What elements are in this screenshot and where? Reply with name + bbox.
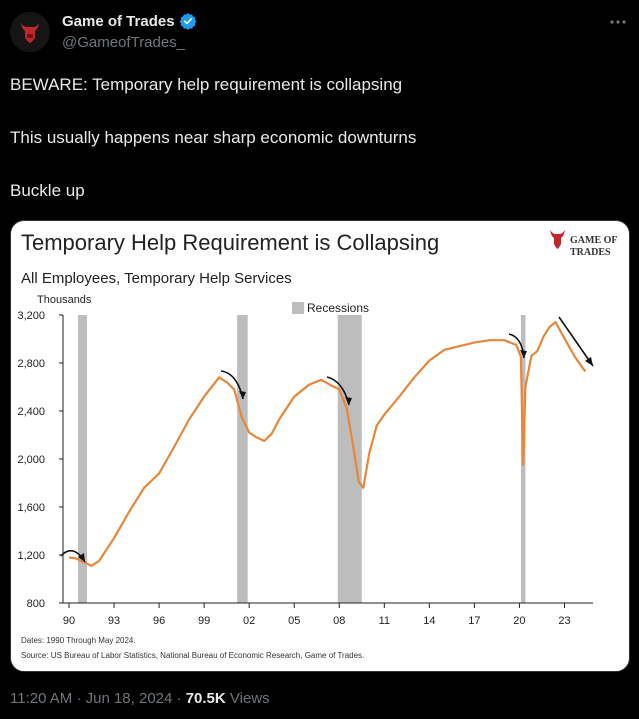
chart-subtitle: All Employees, Temporary Help Services: [21, 270, 292, 287]
ellipsis-icon: [610, 20, 626, 24]
footnote-dates: Dates: 1990 Through May 2024.: [21, 636, 136, 645]
tweet-date[interactable]: Jun 18, 2024: [85, 690, 173, 707]
x-tick-label: 23: [558, 615, 570, 627]
x-tick-label: 08: [333, 615, 345, 627]
arrowhead: [239, 391, 246, 399]
legend: Recessions: [292, 301, 369, 315]
y-tick-label: 1,200: [17, 550, 45, 562]
views-label: Views: [229, 690, 270, 707]
x-tick-label: 20: [513, 615, 525, 627]
series-line: [68, 321, 587, 567]
x-tick-label: 96: [153, 615, 165, 627]
y-tick-label: 2,400: [17, 406, 45, 418]
annotation-arrow: [558, 316, 594, 367]
tweet-text-line: This usually happens near sharp economic…: [10, 128, 417, 147]
x-tick-label: 17: [468, 615, 480, 627]
y-tick-label: 3,200: [17, 310, 45, 322]
x-tick-label: 05: [288, 615, 300, 627]
tweet-text-line: BEWARE: Temporary help requirement is co…: [10, 75, 403, 94]
y-tick-label: 1,600: [17, 502, 45, 514]
logo-wordmark: GAME OF: [570, 235, 618, 246]
x-tick-label: 02: [243, 615, 255, 627]
y-tick-label: 2,800: [17, 358, 45, 370]
views-count: 70.5K: [185, 690, 226, 707]
author-name[interactable]: Game of Trades: [62, 12, 175, 30]
tweet-time[interactable]: 11:20 AM: [10, 690, 73, 707]
x-tick-label: 90: [63, 615, 75, 627]
footnote-source: Source: US Bureau of Labor Statistics, N…: [21, 651, 364, 660]
separator-dot: ·: [76, 690, 82, 707]
tweet-text-line: Buckle up: [10, 181, 85, 200]
arrowhead: [78, 553, 85, 562]
recession-band: [337, 315, 362, 603]
chart-title: Temporary Help Requirement is Collapsing: [21, 230, 439, 255]
x-tick-label: 99: [198, 615, 210, 627]
recession-band: [78, 315, 88, 603]
annotation-arrows: [60, 316, 594, 563]
y-tick-label: 800: [27, 598, 45, 610]
y-axis-label: Thousands: [37, 294, 92, 306]
arrowhead: [520, 350, 527, 358]
game-of-trades-logo: GAME OF TRADES: [550, 230, 618, 258]
separator-dot: ·: [176, 690, 182, 707]
x-tick-label: 93: [108, 615, 120, 627]
avatar[interactable]: [10, 12, 50, 52]
verified-badge-icon: [179, 13, 196, 30]
logo-wordmark: TRADES: [570, 247, 611, 258]
x-tick-label: 14: [423, 615, 435, 627]
tweet-header: Game of Trades @GameofTrades_: [0, 0, 639, 64]
legend-label: Recessions: [307, 301, 369, 315]
bull-logo-icon: [550, 230, 565, 249]
chart: Temporary Help Requirement is Collapsing…: [17, 230, 618, 660]
arrowhead: [345, 397, 352, 405]
x-tick-label: 11: [379, 615, 390, 627]
y-tick-label: 2,000: [17, 454, 45, 466]
recession-band: [237, 315, 248, 603]
more-options-button[interactable]: [609, 12, 627, 30]
bull-logo-icon: [10, 12, 50, 52]
tweet-media-image[interactable]: Temporary Help Requirement is Collapsing…: [10, 220, 630, 672]
arrowhead: [585, 357, 593, 366]
legend-swatch: [292, 302, 304, 314]
author-handle[interactable]: @GameofTrades_: [62, 34, 186, 51]
tweet-footer: 11:20 AM · Jun 18, 2024 · 70.5K Views: [10, 690, 270, 707]
